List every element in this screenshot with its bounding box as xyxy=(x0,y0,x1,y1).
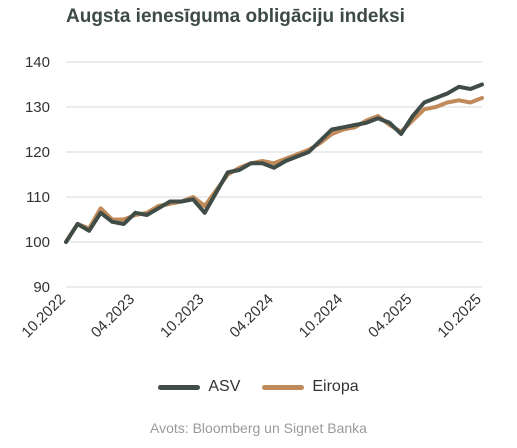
legend-swatch-eiropa xyxy=(262,384,305,390)
legend-swatch-asv xyxy=(158,384,201,390)
chart-title: Augsta ienesīguma obligāciju indeksi xyxy=(66,6,405,27)
x-tick-label-10.2024: 10.2024 xyxy=(296,291,346,341)
series-layer xyxy=(64,82,484,244)
y-tick-label-140: 140 xyxy=(25,54,50,71)
y-tick-label-120: 120 xyxy=(25,144,50,161)
legend: ASV Eiropa xyxy=(0,378,517,396)
x-tick-label-04.2025: 04.2025 xyxy=(365,291,415,341)
x-tick-label-10.2023: 10.2023 xyxy=(157,291,207,341)
y-tick-label-90: 90 xyxy=(33,279,50,296)
grid-layer xyxy=(66,61,482,288)
y-axis-tick-labels: 90 100 110 120 130 140 xyxy=(25,54,50,296)
x-tick-label-04.2023: 04.2023 xyxy=(88,291,138,341)
legend-label-eiropa: Eiropa xyxy=(312,378,359,395)
y-tick-label-100: 100 xyxy=(25,234,50,251)
x-tick-label-10.2025: 10.2025 xyxy=(434,291,484,341)
chart-area: 90 100 110 120 130 140 10.2022 04.2023 10.2023 0… xyxy=(18,54,484,341)
legend-item-eiropa: Eiropa xyxy=(262,378,359,396)
x-tick-label-04.2024: 04.2024 xyxy=(226,291,276,341)
y-tick-label-110: 110 xyxy=(26,189,50,206)
legend-label-asv: ASV xyxy=(208,378,241,395)
y-tick-label-130: 130 xyxy=(25,99,50,116)
x-tick-label-10.2022: 10.2022 xyxy=(18,291,68,341)
source-note: Avots: Bloomberg un Signet Banka xyxy=(150,420,367,436)
series-line-asv xyxy=(64,82,484,244)
legend-item-asv: ASV xyxy=(158,378,240,396)
x-axis-tick-labels: 10.2022 04.2023 10.2023 04.2024 10.2024 04.20… xyxy=(18,291,484,341)
